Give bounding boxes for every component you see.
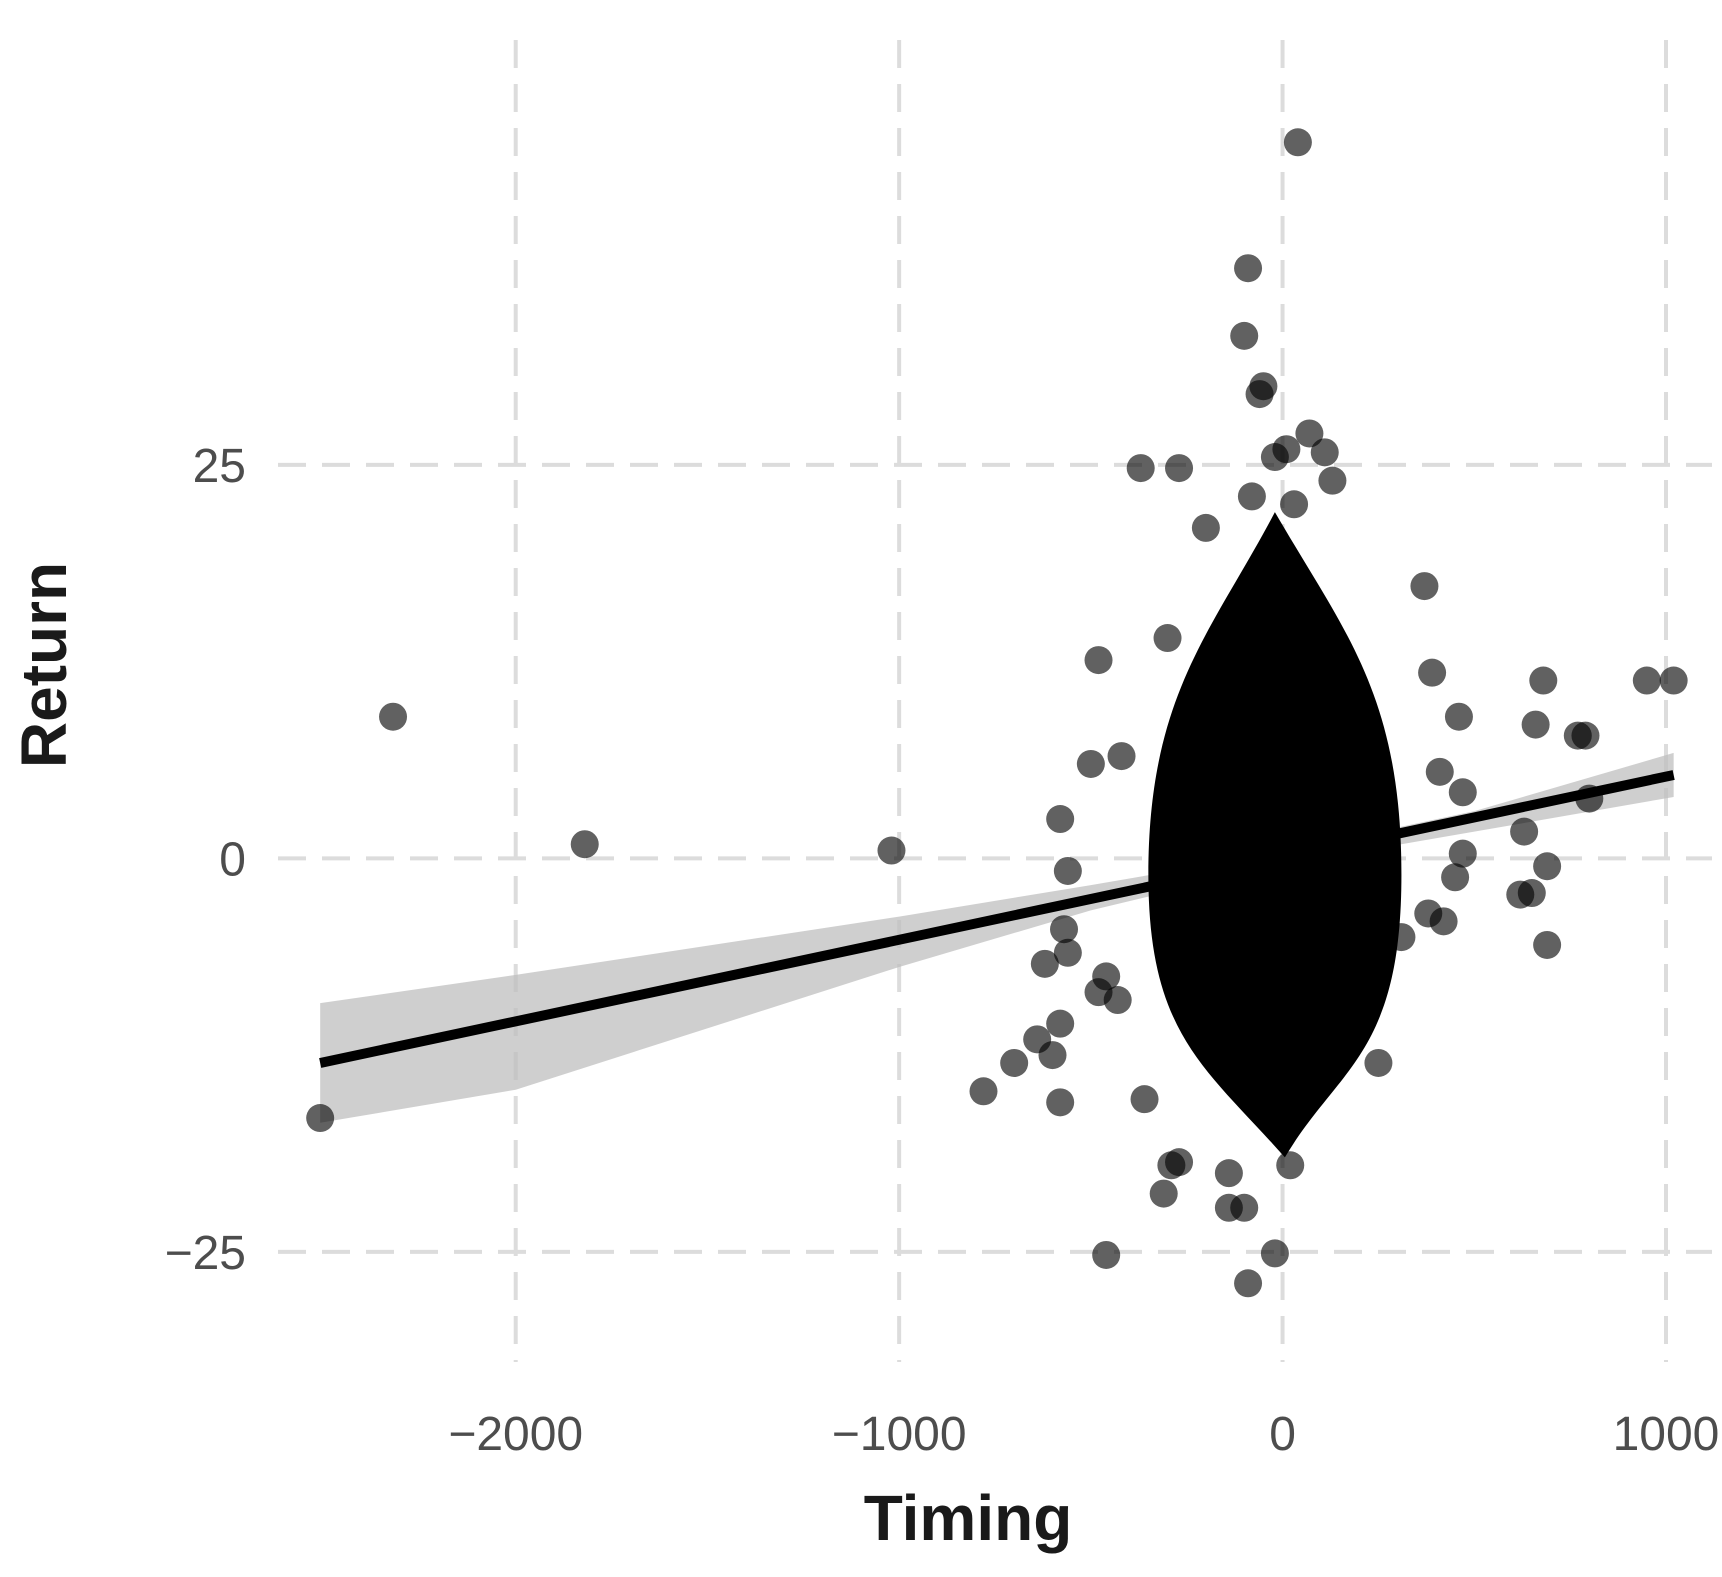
fit-line-layer: [319, 770, 1675, 1068]
tick-label-layer: −2000 −1000 0 1000 −25 0 25: [165, 440, 1720, 1461]
data-point: [1425, 757, 1454, 786]
data-point: [1038, 1041, 1067, 1070]
data-point: [1659, 666, 1688, 695]
grid-layer: [278, 40, 1712, 1362]
x-tick-label: 0: [1269, 1408, 1296, 1461]
data-point: [1046, 1009, 1075, 1038]
data-point: [1387, 923, 1416, 952]
data-point: [1107, 742, 1136, 771]
data-point: [969, 1077, 998, 1106]
points-layer: [306, 128, 1688, 1298]
data-point: [1050, 915, 1079, 944]
data-point: [1245, 380, 1274, 409]
data-point: [1237, 482, 1266, 511]
data-point: [1533, 930, 1562, 959]
data-point: [1230, 1193, 1259, 1222]
data-point: [877, 836, 906, 865]
data-point: [1517, 879, 1546, 908]
data-point: [1533, 852, 1562, 881]
x-axis-title: Timing: [864, 1482, 1073, 1554]
data-point: [1448, 839, 1477, 868]
data-point: [1126, 454, 1155, 483]
data-point: [1165, 1148, 1194, 1177]
data-point: [1076, 749, 1105, 778]
data-point: [1571, 721, 1600, 750]
data-point: [1448, 778, 1477, 807]
data-point: [1053, 856, 1082, 885]
data-point: [1191, 513, 1220, 542]
y-axis-title: Return: [8, 562, 80, 768]
data-point: [1214, 1159, 1243, 1188]
data-point: [1046, 1088, 1075, 1117]
data-point: [1521, 710, 1550, 739]
y-tick-label: −25: [165, 1227, 246, 1280]
y-tick-label: 25: [193, 440, 246, 493]
data-point: [1234, 254, 1263, 283]
data-point: [1030, 949, 1059, 978]
data-point: [1310, 438, 1339, 467]
data-point: [1234, 1269, 1263, 1298]
dense-point-cluster: [1148, 512, 1402, 1158]
data-point: [570, 830, 599, 859]
data-point: [1153, 624, 1182, 653]
data-point: [1046, 805, 1075, 834]
y-tick-label: 0: [219, 833, 246, 886]
confidence-band-layer: [320, 752, 1674, 1123]
data-point: [1318, 466, 1347, 495]
confidence-band: [320, 752, 1674, 1123]
data-point: [1260, 443, 1289, 472]
data-point: [1230, 321, 1259, 350]
x-tick-label: −1000: [832, 1408, 967, 1461]
data-point: [1410, 572, 1439, 601]
data-point: [1444, 702, 1473, 731]
data-point: [1276, 1151, 1305, 1180]
data-point: [1280, 490, 1309, 519]
data-point: [1165, 454, 1194, 483]
data-point: [1000, 1048, 1029, 1077]
data-point: [1149, 1179, 1178, 1208]
data-point: [1364, 1048, 1393, 1077]
x-tick-label: 1000: [1613, 1408, 1720, 1461]
fit-line: [319, 770, 1675, 1068]
data-point: [1260, 1239, 1289, 1268]
data-point: [306, 1104, 335, 1133]
data-point: [1283, 128, 1312, 157]
data-point: [1441, 863, 1470, 892]
data-point: [1510, 817, 1539, 846]
data-point: [1092, 1240, 1121, 1269]
data-point: [1632, 666, 1661, 695]
x-tick-label: −2000: [448, 1408, 583, 1461]
data-point: [1418, 658, 1447, 687]
data-point: [1084, 646, 1113, 675]
data-point: [1529, 666, 1558, 695]
data-point: [1429, 907, 1458, 936]
data-point: [379, 702, 408, 731]
data-point: [1103, 986, 1132, 1015]
data-point: [1130, 1085, 1159, 1114]
data-point: [1295, 419, 1324, 448]
data-point: [1053, 938, 1082, 967]
